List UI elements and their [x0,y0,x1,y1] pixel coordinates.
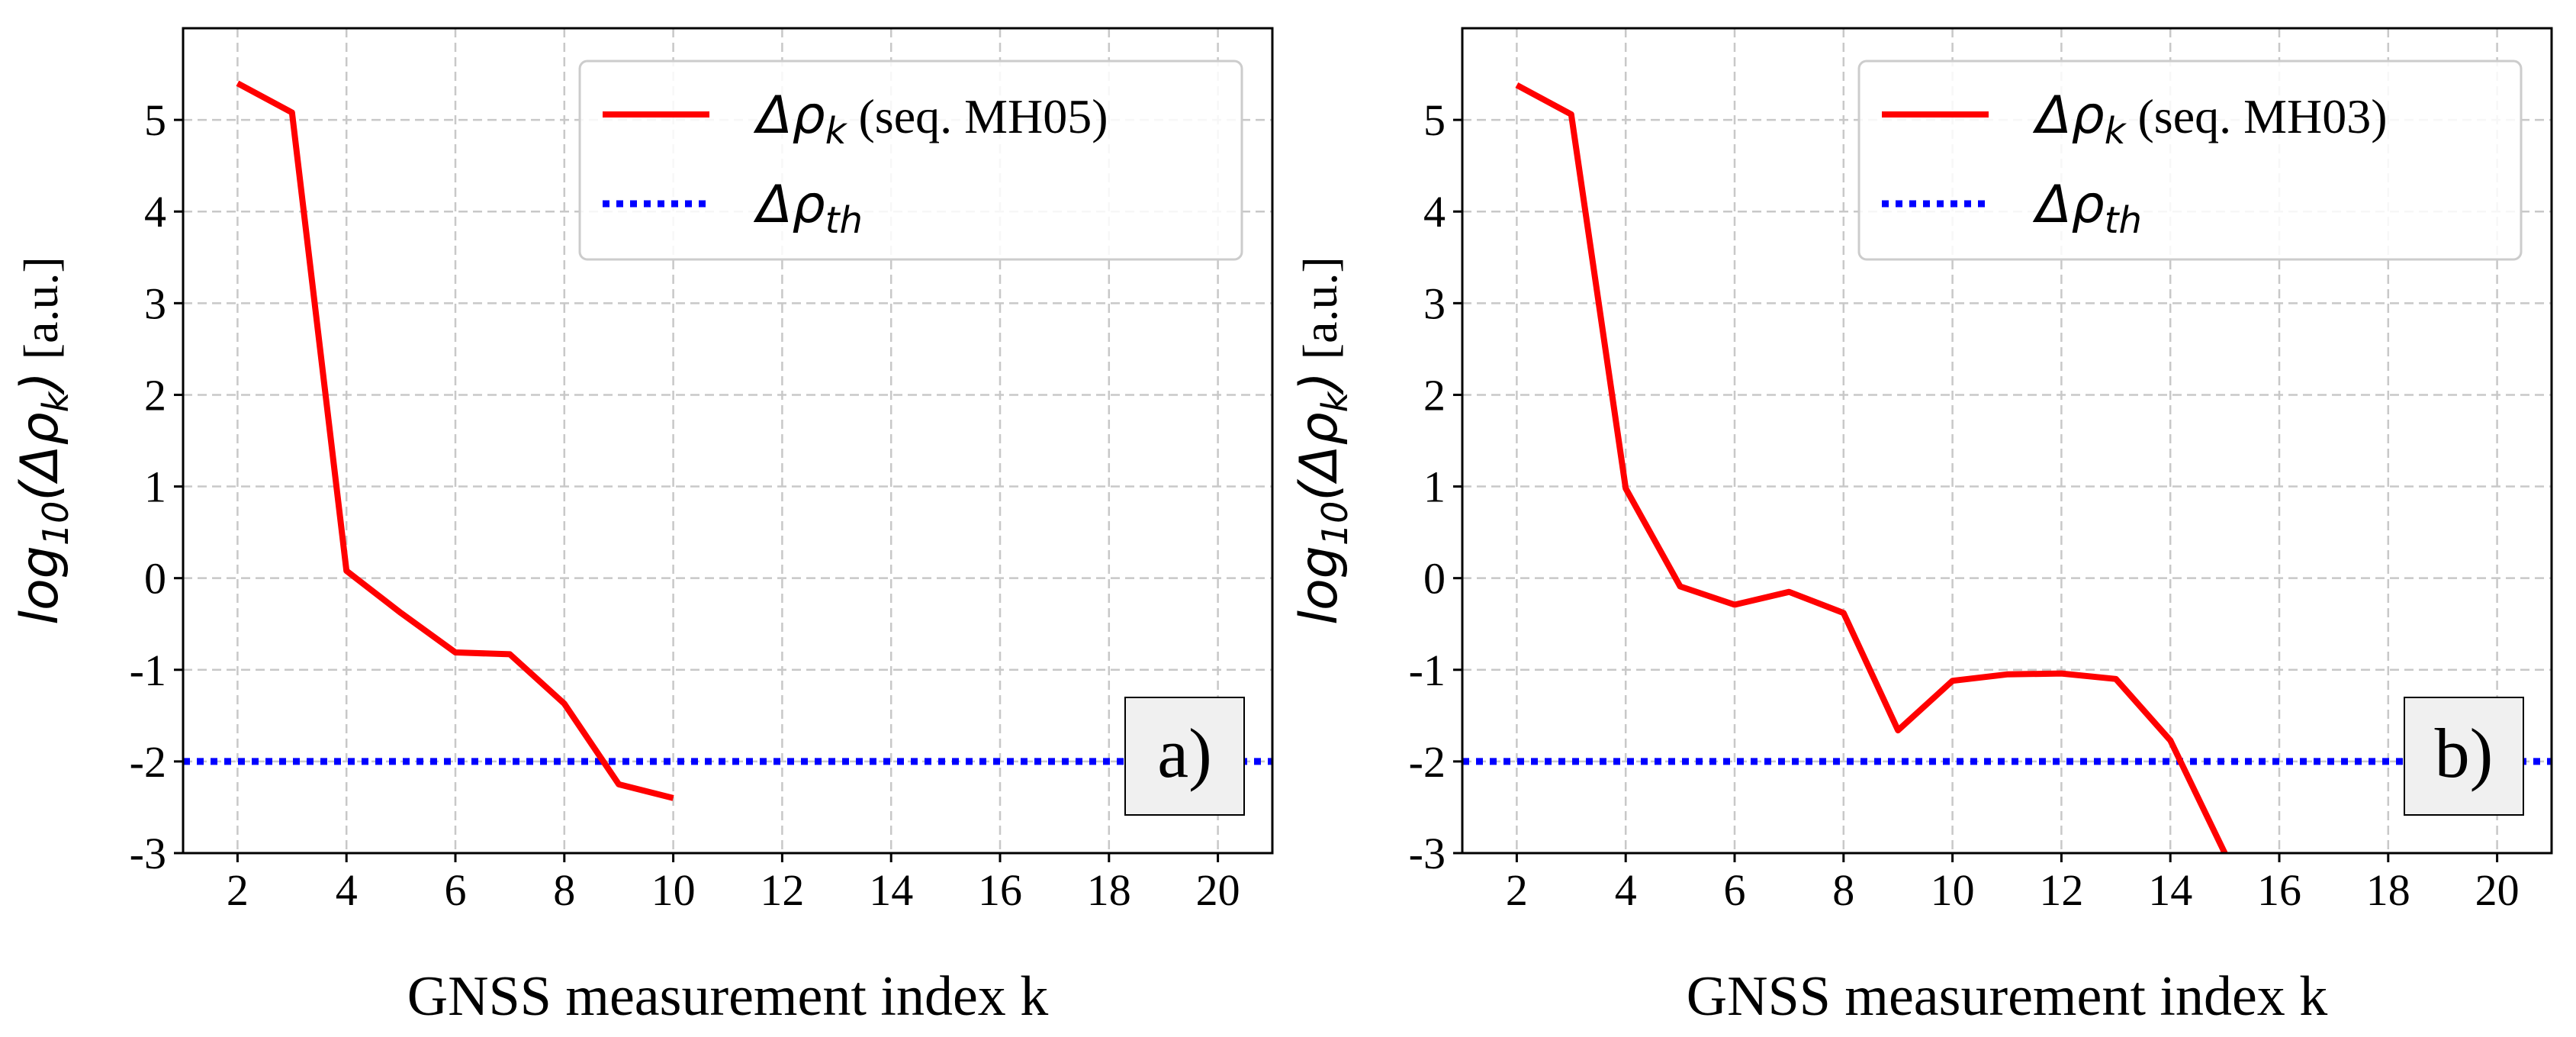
y-tick-label: 2 [1423,370,1446,420]
y-tick-label: 3 [144,279,166,328]
x-tick-label: 4 [1615,865,1637,915]
legend-label: Δρth [2032,175,2142,242]
x-tick-label: 12 [2039,865,2083,915]
x-tick-label: 6 [445,865,467,915]
y-axis-label: log10(Δρk) [a.u.] [1289,256,1356,625]
x-tick-label: 18 [2366,865,2410,915]
y-tick-label: 0 [144,554,166,604]
x-tick-label: 20 [1196,865,1240,915]
x-axis-label: GNSS measurement index k [1687,965,2328,1028]
axes-frame [1461,27,2553,855]
x-tick-label: 16 [2257,865,2301,915]
y-tick-label: -3 [1409,829,1446,878]
y-tick-label: 3 [1423,279,1446,328]
x-tick-label: 10 [651,865,696,915]
axes-frame [182,27,1274,855]
x-tick-label: 18 [1087,865,1131,915]
x-tick-label: 2 [1506,865,1528,915]
y-tick-label: 4 [144,187,166,237]
legend: Δρk (seq. MH05) Δρth [578,60,1243,261]
panel-label-box [2404,697,2524,816]
y-tick-label: 1 [1423,462,1446,512]
y-tick-label: -2 [130,737,166,787]
panel-label-box [1124,697,1245,816]
y-tick-label: 1 [144,462,166,512]
x-tick-label: 16 [978,865,1022,915]
x-tick-label: 6 [1724,865,1746,915]
series-line [1515,82,2228,853]
legend-label: Δρk (seq. MH03) [2032,85,2388,153]
legend: Δρk (seq. MH03) Δρth [1857,60,2523,261]
y-tick-label: 5 [144,95,166,145]
y-tick-label: 0 [1423,554,1446,604]
y-tick-label: 5 [1423,95,1446,145]
panel-label: b) [2435,714,2494,792]
y-tick-label: -1 [130,646,166,695]
x-tick-label: 20 [2475,865,2520,915]
x-tick-label: 8 [553,865,575,915]
y-tick-label: -1 [1409,646,1446,695]
y-tick-label: 4 [1423,187,1446,237]
x-tick-label: 4 [336,865,358,915]
panel-label: a) [1157,714,1211,792]
y-axis-label: log10(Δρk) [a.u.] [10,256,76,625]
x-tick-label: 14 [869,865,913,915]
x-tick-label: 8 [1832,865,1854,915]
y-tick-label: -2 [1409,737,1446,787]
legend-label: Δρth [753,175,863,242]
y-tick-label: -3 [130,829,166,878]
x-axis-label: GNSS measurement index k [407,965,1049,1028]
x-tick-label: 12 [760,865,804,915]
x-tick-label: 14 [2148,865,2192,915]
x-tick-label: 2 [227,865,249,915]
x-tick-label: 10 [1931,865,1975,915]
legend-box [1857,60,2523,261]
legend-label: Δρk (seq. MH05) [753,85,1108,153]
legend-box [578,60,1243,261]
y-tick-label: 2 [144,370,166,420]
